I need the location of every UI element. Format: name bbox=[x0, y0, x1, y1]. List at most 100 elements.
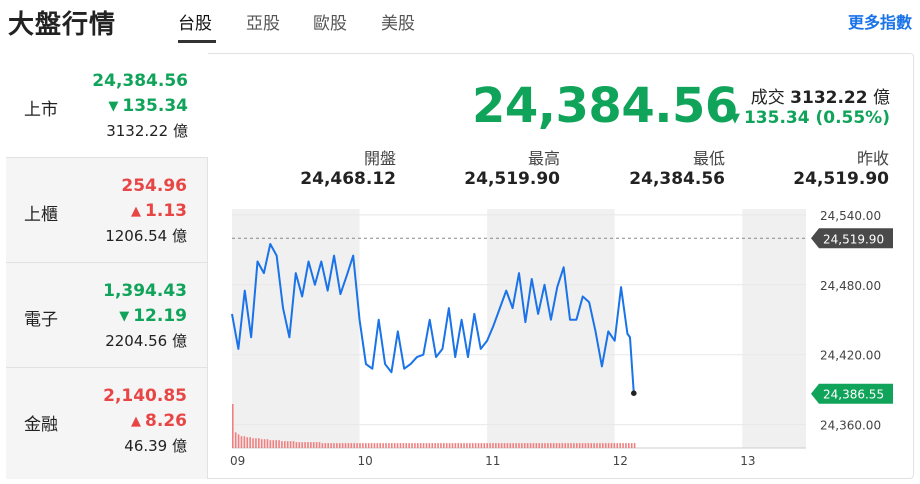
volume-bar bbox=[564, 443, 567, 448]
volume-bar bbox=[324, 443, 327, 448]
volume-bar bbox=[567, 443, 569, 448]
sidebar-item-finance[interactable]: 金融 2,140.85 ▲ 8.26 46.39 億 bbox=[6, 368, 208, 479]
more-indices-link[interactable]: 更多指數 bbox=[847, 13, 912, 32]
stat-prevclose-value: 24,519.90 bbox=[793, 169, 889, 189]
sidebar-item-volume: 1206.54 億 bbox=[105, 227, 187, 245]
sidebar-item-value: 24,384.56 bbox=[92, 71, 188, 91]
volume-bar bbox=[370, 443, 373, 448]
volume-bar bbox=[255, 438, 257, 448]
volume-bar bbox=[471, 443, 474, 448]
volume-bar bbox=[333, 443, 335, 448]
volume-bar bbox=[350, 443, 353, 448]
volume-bar bbox=[258, 438, 260, 448]
volume-bar bbox=[483, 443, 486, 448]
volume-bar bbox=[347, 443, 350, 448]
volume-bar bbox=[506, 443, 509, 448]
tab-us[interactable]: 美股 bbox=[381, 14, 415, 34]
hour-band bbox=[742, 209, 806, 448]
last-price-tag: 24,386.55 bbox=[811, 383, 893, 404]
sidebar-item-otc[interactable]: 上櫃 254.96 ▲ 1.13 1206.54 億 bbox=[6, 158, 208, 263]
stat-low-value: 24,384.56 bbox=[629, 169, 725, 189]
down-triangle-icon: ▼ bbox=[119, 309, 130, 324]
volume-bar bbox=[414, 443, 416, 448]
y-tick-label: 24,480.00 bbox=[820, 279, 881, 293]
last-price-dot bbox=[631, 390, 637, 397]
index-price: 24,384.56 bbox=[472, 78, 738, 134]
sidebar-item-change: ▼ 135.34 bbox=[108, 96, 188, 116]
volume-bar bbox=[457, 443, 460, 448]
volume-bar bbox=[385, 443, 387, 448]
volume-bar bbox=[272, 440, 275, 448]
x-tick-label: 11 bbox=[485, 454, 500, 468]
change-value: 1.13 bbox=[145, 201, 187, 221]
down-triangle-icon: ▼ bbox=[108, 99, 119, 114]
sidebar-item-volume: 46.39 億 bbox=[124, 437, 187, 455]
volume-bar bbox=[301, 442, 303, 448]
sidebar-item-value: 254.96 bbox=[121, 176, 187, 196]
volume-bar bbox=[480, 443, 483, 448]
volume-bar bbox=[454, 443, 457, 448]
volume-bar bbox=[495, 443, 497, 448]
volume-bar bbox=[492, 443, 494, 448]
volume-bar bbox=[625, 443, 627, 448]
volume-bar bbox=[518, 443, 520, 448]
x-tick-label: 10 bbox=[358, 454, 373, 468]
volume-bar bbox=[622, 443, 624, 448]
volume-bar bbox=[310, 442, 312, 448]
volume-bar bbox=[463, 443, 465, 448]
volume-bar bbox=[604, 443, 607, 448]
hour-band bbox=[487, 209, 615, 448]
change-value: 135.34 (0.55%) bbox=[743, 108, 890, 128]
sidebar-item-listed[interactable]: 上市 24,384.56 ▼ 135.34 3132.22 億 bbox=[6, 53, 208, 158]
volume-bar bbox=[260, 439, 263, 448]
change-value: 8.26 bbox=[145, 411, 187, 431]
volume-bar bbox=[509, 443, 512, 448]
volume-bar bbox=[396, 443, 399, 448]
y-tick-label: 24,420.00 bbox=[820, 349, 881, 363]
volume-bar bbox=[584, 443, 587, 448]
volume-summary: 成交 3132.22 億 bbox=[751, 83, 890, 108]
stat-open-value: 24,468.12 bbox=[300, 169, 396, 189]
volume-bar bbox=[628, 443, 630, 448]
sidebar-item-name: 金融 bbox=[24, 415, 58, 435]
y-tick-label: 24,540.00 bbox=[820, 209, 881, 223]
volume-bar bbox=[532, 443, 535, 448]
volume-bar bbox=[399, 443, 402, 448]
volume-bar bbox=[474, 443, 477, 448]
volume-bar bbox=[237, 434, 240, 448]
tab-asia[interactable]: 亞股 bbox=[246, 14, 280, 34]
volume-bar bbox=[246, 437, 249, 448]
sidebar-item-electronics[interactable]: 電子 1,394.43 ▼ 12.19 2204.56 億 bbox=[6, 263, 208, 368]
volume-bar bbox=[362, 443, 364, 448]
tab-europe[interactable]: 歐股 bbox=[313, 14, 347, 34]
price-line bbox=[231, 242, 635, 394]
tab-tw[interactable]: 台股 bbox=[178, 14, 212, 34]
sidebar-item-name: 電子 bbox=[24, 310, 58, 330]
volume-bar bbox=[523, 443, 526, 448]
volume-bar bbox=[232, 404, 234, 448]
volume-bar bbox=[434, 443, 436, 448]
volume-bar bbox=[515, 443, 517, 448]
volume-bar bbox=[298, 442, 301, 448]
last-price-tag-label: 24,386.55 bbox=[823, 388, 884, 402]
volume-bar bbox=[266, 439, 269, 448]
volume-bar bbox=[402, 443, 405, 448]
volume-bar bbox=[411, 443, 413, 448]
volume-bar bbox=[607, 443, 610, 448]
volume-bar bbox=[318, 442, 321, 448]
sidebar-item-change: ▲ 1.13 bbox=[131, 201, 187, 221]
prev-close-tag-label: 24,519.90 bbox=[823, 232, 884, 246]
volume-value: 3132.22 bbox=[790, 88, 868, 108]
volume-bar bbox=[367, 443, 370, 448]
stat-high-label: 最高 bbox=[527, 149, 560, 168]
sidebar-item-change: ▼ 12.19 bbox=[119, 306, 187, 326]
volume-unit: 億 bbox=[873, 88, 890, 108]
sidebar-item-value: 2,140.85 bbox=[103, 386, 187, 406]
volume-bar bbox=[477, 443, 480, 448]
volume-bar bbox=[630, 443, 633, 448]
stat-prevclose-label: 昨收 bbox=[856, 149, 889, 168]
sidebar-item-name: 上市 bbox=[24, 100, 58, 120]
volume-bar bbox=[338, 443, 341, 448]
up-triangle-icon: ▲ bbox=[131, 204, 142, 219]
